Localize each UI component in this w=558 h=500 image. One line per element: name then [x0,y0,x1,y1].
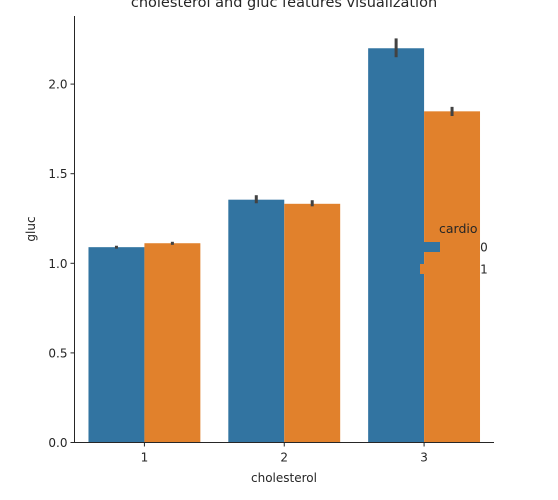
bar-cardio-1-cholesterol-2 [284,203,341,443]
bar-cardio-0-cholesterol-2 [228,199,285,443]
y-tick-label-4: 2.0 [48,78,67,92]
bar-cardio-0-cholesterol-1 [88,247,145,443]
legend-items: 01 [420,241,488,277]
y-tick-label-2: 1.0 [48,257,67,271]
x-tick-label-1: 1 [141,451,149,465]
legend-swatch-1 [420,264,440,274]
bar-cardio-0-cholesterol-3 [368,48,425,443]
bar-cardio-1-cholesterol-1 [144,243,201,443]
legend-label-1: 1 [480,263,488,277]
x-axis-label: cholesterol [251,471,317,485]
y-tick-label-1: 0.5 [48,346,67,360]
legend-title: cardio [439,221,478,236]
legend: cardio 01 [420,221,488,277]
y-ticks: 0.0 0.5 1.0 1.5 2.0 [48,78,75,450]
x-ticks: 1 2 3 [141,442,428,465]
x-tick-label-2: 2 [280,451,288,465]
errorbars-layer [114,38,454,249]
legend-label-0: 0 [480,241,488,255]
y-tick-label-3: 1.5 [48,167,67,181]
x-tick-label-3: 3 [420,451,428,465]
y-tick-label-0: 0.0 [48,436,67,450]
y-axis-label: gluc [24,216,38,241]
bars-layer [88,48,481,443]
bar-cardio-1-cholesterol-3 [424,111,481,443]
legend-swatch-0 [420,242,440,252]
chart-title: cholesterol and gluc features visualizat… [131,0,437,11]
